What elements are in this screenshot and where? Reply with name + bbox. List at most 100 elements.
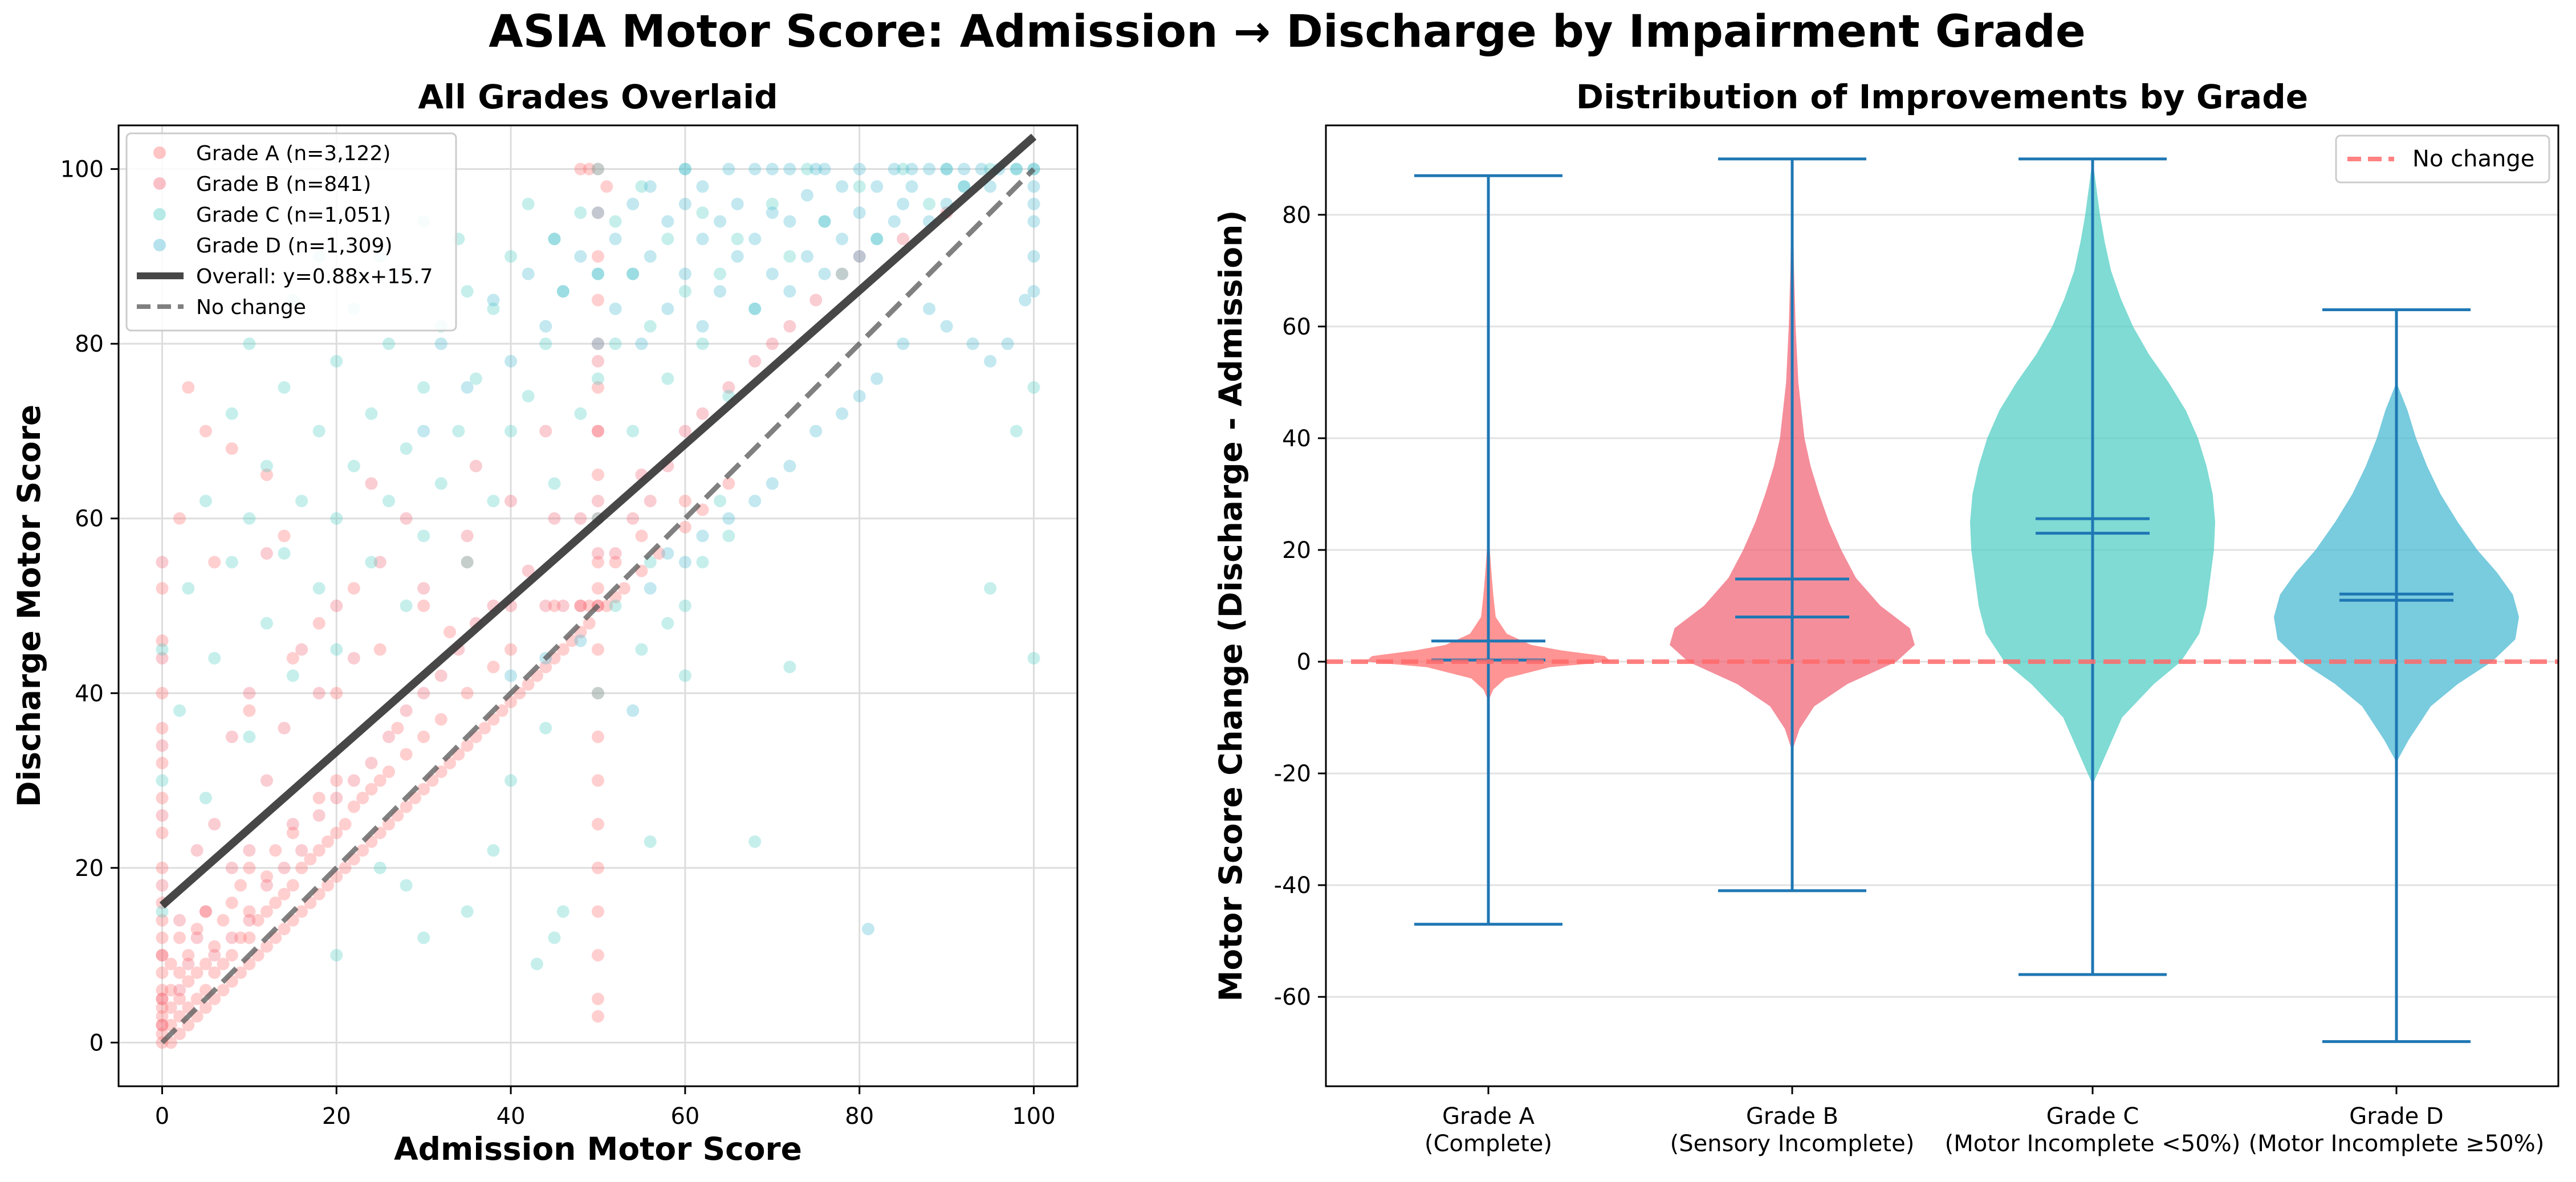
scatter-point-grade-d [766,206,779,219]
scatter-point-grade-b [434,669,447,682]
scatter-point-grade-d [574,250,587,263]
violin-ytick-label: 60 [1282,314,1311,340]
scatter-point-grade-d [487,294,500,307]
scatter-point-grade-b [373,556,386,569]
scatter-point-grade-a [592,206,604,219]
scatter-point-grade-a [592,687,604,700]
scatter-point-grade-a [156,722,169,735]
scatter-frame [117,124,1079,1087]
scatter-point-grade-d [696,320,709,333]
scatter-point-grade-d [678,197,691,210]
scatter-point-grade-d [678,267,691,280]
scatter-legend-label: Grade D (n=1,309) [196,234,393,258]
scatter-point-grade-d [678,556,691,569]
scatter-point-grade-c [417,529,430,543]
scatter-point-grade-c [243,730,256,743]
scatter-point-grade-d [809,162,823,176]
violin-xtick-label: Grade C [2046,1103,2139,1130]
scatter-point-grade-b [156,651,169,665]
scatter-point-grade-a [574,600,587,612]
scatter-point-grade-d [461,381,474,394]
scatter-point-grade-c [722,529,735,543]
scatter-point-grade-a [592,162,604,176]
scatter-point-grade-b [260,547,273,560]
scatter-point-grade-d [853,162,866,176]
scatter-point-grade-a [678,495,691,508]
scatter-point-grade-a [592,730,604,743]
violin-bodies [1366,157,2519,1044]
scatter-point-grade-d [809,425,823,438]
scatter-point-grade-c [696,337,709,350]
scatter-point-grade-a [391,722,404,735]
scatter-point-grade-a [251,914,264,927]
scatter-point-grade-d [434,337,447,350]
scatter-point-grade-a [722,477,735,490]
scatter-point-grade-b [539,425,552,438]
scatter-point-grade-a [156,931,169,944]
scatter-point-grade-c [609,215,622,228]
scatter-point-grade-b [225,931,238,944]
scatter-point-grade-c [923,197,936,210]
scatter-point-grade-a [156,861,169,874]
scatter-point-grade-d [1027,180,1040,193]
scatter-point-grade-a [592,905,604,918]
scatter-point-grade-a [592,582,604,595]
scatter-point-grade-a [260,940,273,953]
scatter-point-grade-a [199,1001,212,1014]
scatter-point-grade-c [156,774,169,787]
scatter-point-grade-c [382,495,396,508]
scatter-point-grade-d [836,180,849,193]
scatter-point-grade-a [592,250,604,263]
scatter-point-grade-b [156,949,169,962]
violin-ytick-label: 80 [1282,202,1311,229]
scatter-point-grade-a [260,468,273,482]
scatter-point-grade-a [592,337,604,350]
violin-legend-box [2335,134,2550,184]
scatter-point-grade-a [156,1010,169,1023]
scatter-point-grade-a [461,739,474,752]
scatter-point-grade-c [243,512,256,525]
scatter-fit-lines [159,133,1037,1045]
scatter-point-grade-d [748,162,762,176]
scatter-point-grade-a [156,1001,169,1014]
scatter-point-grade-c [400,879,413,892]
scatter-point-grade-d [766,477,779,490]
scatter-point-grade-a [190,992,204,1005]
scatter-point-grade-a [434,713,447,726]
scatter-point-grade-a [243,931,256,944]
violin-title: Distribution of Improvements by Grade [1576,78,2308,116]
scatter-point-grade-a [461,556,474,569]
scatter-point-grade-a [156,1018,169,1032]
scatter-point-grade-c [530,957,543,971]
scatter-point-grade-d [958,180,971,193]
scatter-point-grade-b [330,600,343,612]
scatter-point-grade-d [923,162,936,176]
scatter-point-grade-b [836,267,849,280]
scatter-point-grade-d [748,302,762,315]
scatter-point-grade-b [260,774,273,787]
scatter-point-grade-c [330,949,343,962]
scatter-point-grade-b [156,992,169,1005]
violin-xtick-label: Grade A [1442,1103,1535,1130]
violin-xtick-sublabel: (Motor Incomplete ≥50%) [2249,1131,2545,1157]
scatter-point-grade-c [461,556,474,569]
scatter-point-grade-d [853,250,866,263]
scatter-point-grade-b [626,512,640,525]
scatter-point-grade-c [373,861,386,874]
violin-ylabel: Motor Score Change (Discharge - Admissio… [1212,210,1249,1002]
scatter-point-grade-a [156,966,169,979]
scatter-legend-marker [153,239,166,251]
scatter-point-grade-d [661,302,674,315]
scatter-point-grade-a [156,992,169,1005]
scatter-point-grade-b [312,809,325,822]
scatter-point-grade-c [897,162,910,176]
scatter-point-grade-b [243,687,256,700]
scatter-point-grade-c [461,285,474,298]
scatter-point-grade-c [984,582,997,595]
scatter-point-grade-c [783,250,796,263]
scatter-point-grade-b [592,425,604,438]
scatter-point-grade-a [164,1001,177,1014]
scatter-point-grade-d [592,206,604,219]
scatter-point-grade-c [592,687,604,700]
violin-legend: No change [2335,134,2550,184]
